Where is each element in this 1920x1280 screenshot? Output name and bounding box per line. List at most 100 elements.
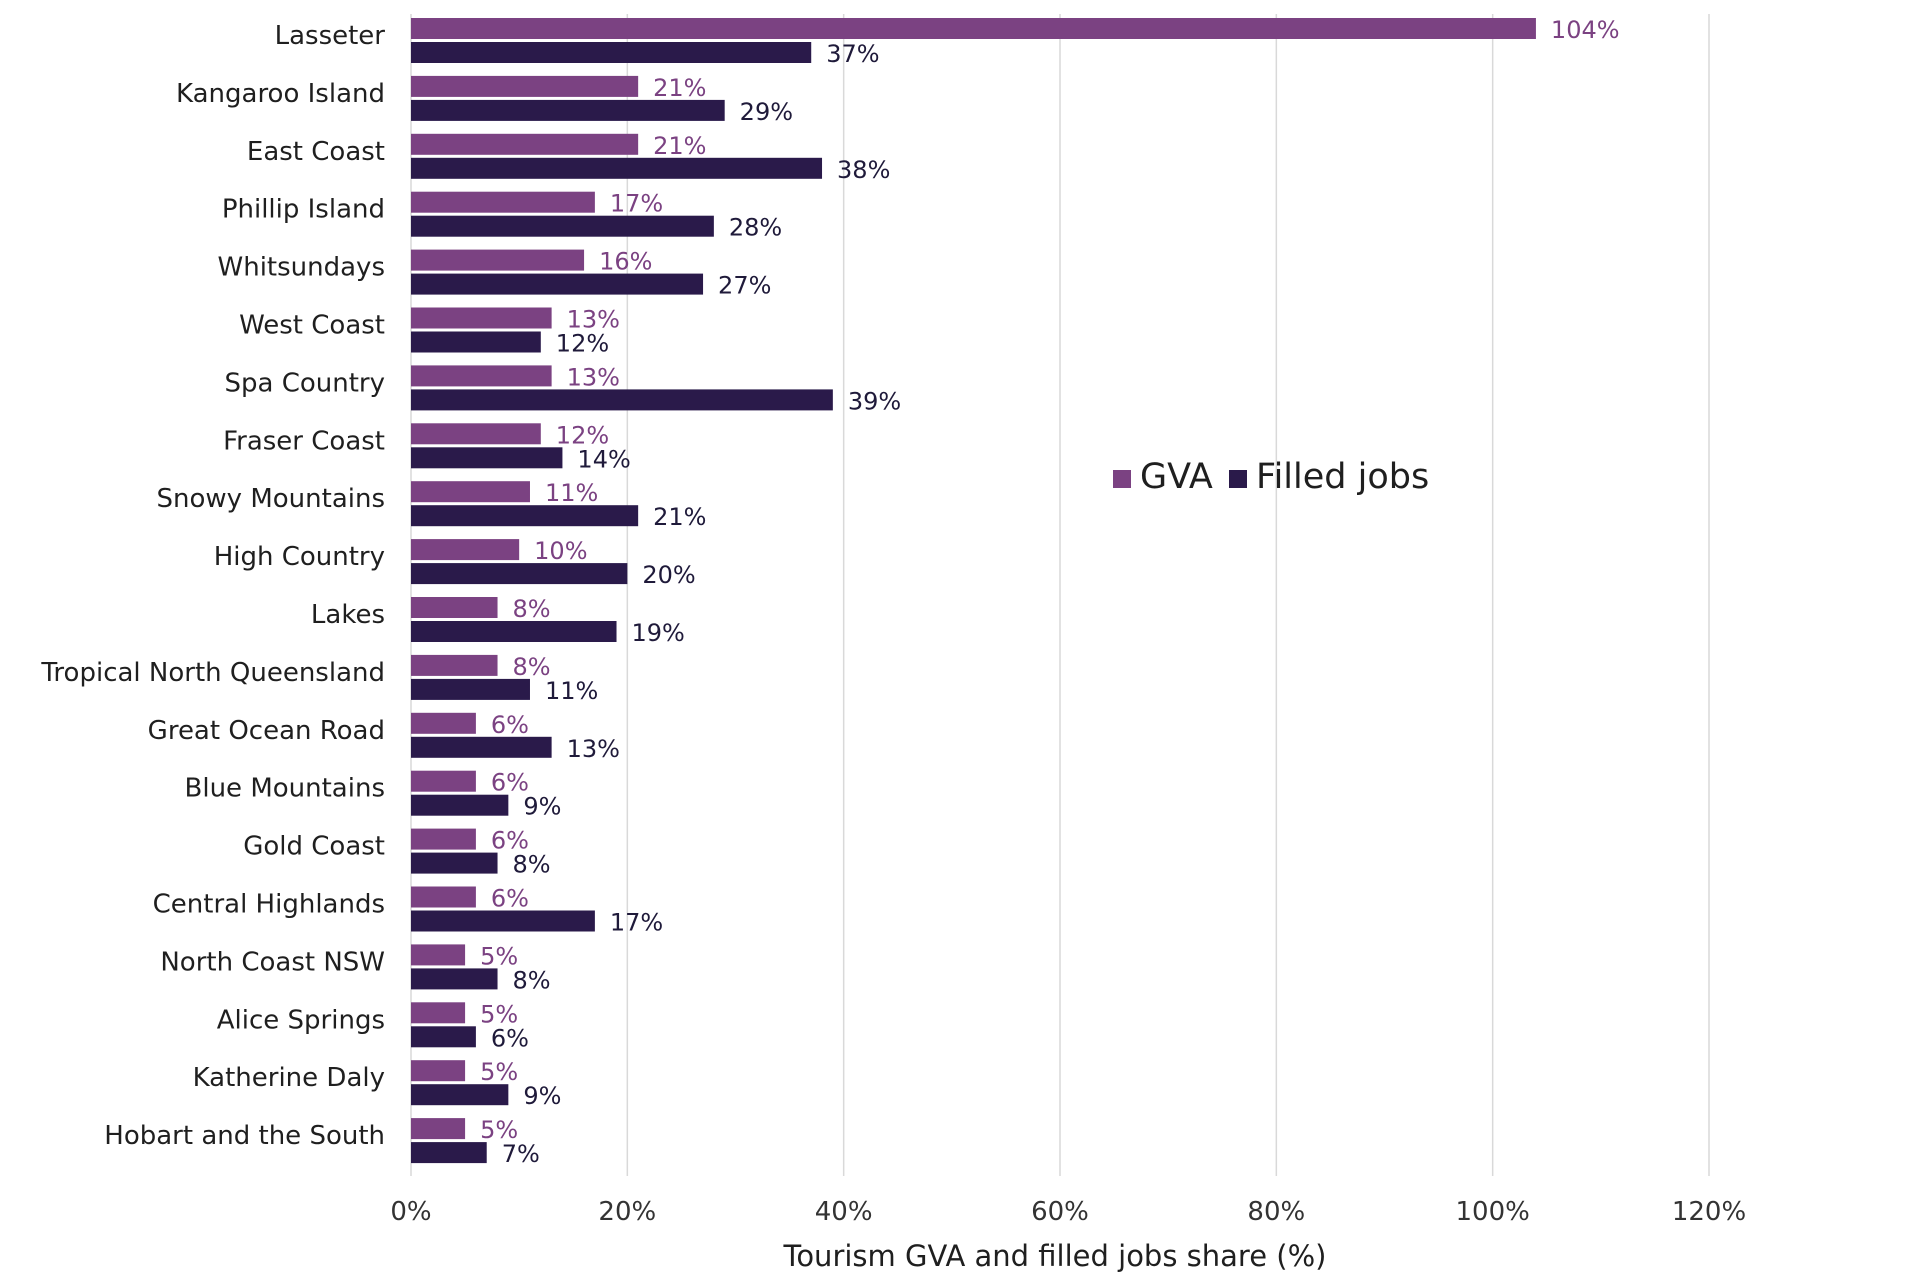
gva-bar xyxy=(411,539,520,561)
filled-jobs-data-label: 8% xyxy=(513,966,551,994)
gva-bar xyxy=(411,944,466,966)
gva-data-label: 21% xyxy=(653,132,706,160)
filled-jobs-data-label: 27% xyxy=(718,272,771,300)
filled-jobs-bar xyxy=(411,1026,476,1048)
legend-swatch-gva xyxy=(1113,470,1131,488)
gva-bar xyxy=(411,365,552,387)
category-label: Alice Springs xyxy=(217,1005,385,1035)
gva-data-label: 21% xyxy=(653,74,706,102)
category-label: North Coast NSW xyxy=(160,947,385,977)
filled-jobs-bar xyxy=(411,563,628,585)
category-label: Great Ocean Road xyxy=(148,716,385,746)
gva-bar xyxy=(411,828,476,850)
filled-jobs-data-label: 28% xyxy=(729,214,782,242)
gva-data-label: 6% xyxy=(491,885,529,913)
gva-data-label: 5% xyxy=(480,1116,518,1144)
gva-bar xyxy=(411,1118,466,1140)
x-tick-labels: 0% 20% 40% 60% 80% 100% 120% xyxy=(390,1197,1746,1227)
gva-data-label: 11% xyxy=(545,479,598,507)
category-label: East Coast xyxy=(247,137,385,167)
gva-data-label: 13% xyxy=(567,363,620,391)
category-label: Snowy Mountains xyxy=(157,484,385,514)
x-tick-label: 40% xyxy=(815,1197,873,1227)
filled-jobs-bar xyxy=(411,389,833,411)
x-axis-title: Tourism GVA and filled jobs share (%) xyxy=(783,1239,1327,1273)
gva-data-label: 8% xyxy=(513,653,551,681)
filled-jobs-data-label: 7% xyxy=(502,1140,540,1168)
gva-data-label: 6% xyxy=(491,769,529,797)
gva-data-label: 5% xyxy=(480,1000,518,1028)
gva-data-label: 12% xyxy=(556,421,609,449)
filled-jobs-bar xyxy=(411,157,823,179)
filled-jobs-bar xyxy=(411,794,509,816)
gva-bar xyxy=(411,18,1536,39)
category-label: Gold Coast xyxy=(243,832,385,862)
legend-label-filled-jobs: Filled jobs xyxy=(1256,457,1429,497)
gva-bar xyxy=(411,886,476,908)
filled-jobs-data-label: 9% xyxy=(523,1082,561,1110)
gva-bar xyxy=(411,481,530,503)
x-tick-label: 120% xyxy=(1672,1197,1746,1227)
gva-bar xyxy=(411,191,595,213)
gva-bar xyxy=(411,712,476,734)
filled-jobs-bar xyxy=(411,331,541,353)
gva-bar xyxy=(411,75,639,97)
filled-jobs-bar xyxy=(411,678,530,700)
filled-jobs-data-label: 39% xyxy=(848,387,901,415)
filled-jobs-data-label: 38% xyxy=(837,156,890,184)
filled-jobs-bar xyxy=(411,273,704,295)
category-label: Central Highlands xyxy=(153,890,385,920)
gva-bar xyxy=(411,597,498,618)
legend-label-gva: GVA xyxy=(1140,457,1213,497)
filled-jobs-data-label: 17% xyxy=(610,909,663,937)
filled-jobs-bar xyxy=(411,910,595,932)
category-label: Hobart and the South xyxy=(104,1121,385,1151)
gva-data-label: 6% xyxy=(491,711,529,739)
gva-bar xyxy=(411,1060,466,1082)
legend-swatch-filled-jobs xyxy=(1229,470,1247,488)
category-label: Whitsundays xyxy=(218,253,385,283)
category-label: Lasseter xyxy=(275,21,386,51)
filled-jobs-data-label: 20% xyxy=(642,561,695,589)
x-tick-label: 20% xyxy=(598,1197,656,1227)
category-label: Fraser Coast xyxy=(223,426,385,456)
legend: GVA Filled jobs xyxy=(1113,457,1429,497)
filled-jobs-data-label: 37% xyxy=(826,40,879,68)
filled-jobs-data-label: 19% xyxy=(632,619,685,647)
gva-data-label: 8% xyxy=(513,595,551,623)
gva-bar xyxy=(411,423,541,445)
gva-bar xyxy=(411,654,498,676)
x-tick-label: 0% xyxy=(390,1197,431,1227)
category-label: Blue Mountains xyxy=(185,774,385,804)
filled-jobs-bar xyxy=(411,968,498,990)
gva-data-label: 16% xyxy=(599,248,652,276)
x-tick-label: 100% xyxy=(1455,1197,1529,1227)
filled-jobs-bar xyxy=(411,1084,509,1106)
filled-jobs-bar xyxy=(411,447,563,469)
category-label: High Country xyxy=(214,542,385,572)
category-label: West Coast xyxy=(239,311,385,341)
gva-data-label: 5% xyxy=(480,1058,518,1086)
gva-data-label: 17% xyxy=(610,190,663,218)
category-label: Katherine Daly xyxy=(193,1063,385,1093)
filled-jobs-data-label: 21% xyxy=(653,503,706,531)
filled-jobs-bar xyxy=(411,99,725,121)
filled-jobs-bar xyxy=(411,505,639,527)
filled-jobs-bar xyxy=(411,1142,487,1164)
filled-jobs-data-label: 9% xyxy=(523,793,561,821)
filled-jobs-data-label: 12% xyxy=(556,330,609,358)
filled-jobs-data-label: 8% xyxy=(513,851,551,879)
x-tick-label: 60% xyxy=(1031,1197,1089,1227)
gva-data-label: 104% xyxy=(1551,16,1620,44)
gva-data-label: 5% xyxy=(480,942,518,970)
bars xyxy=(411,18,1536,1164)
filled-jobs-data-label: 29% xyxy=(740,98,793,126)
data-labels: 104%37%21%29%21%38%17%28%16%27%13%12%13%… xyxy=(480,16,1619,1168)
category-labels: Lasseter Kangaroo Island East Coast Phillip… xyxy=(40,21,385,1151)
filled-jobs-bar xyxy=(411,621,617,642)
gva-bar xyxy=(411,133,639,155)
gva-data-label: 13% xyxy=(567,306,620,334)
filled-jobs-data-label: 13% xyxy=(567,735,620,763)
category-label: Lakes xyxy=(311,600,385,630)
